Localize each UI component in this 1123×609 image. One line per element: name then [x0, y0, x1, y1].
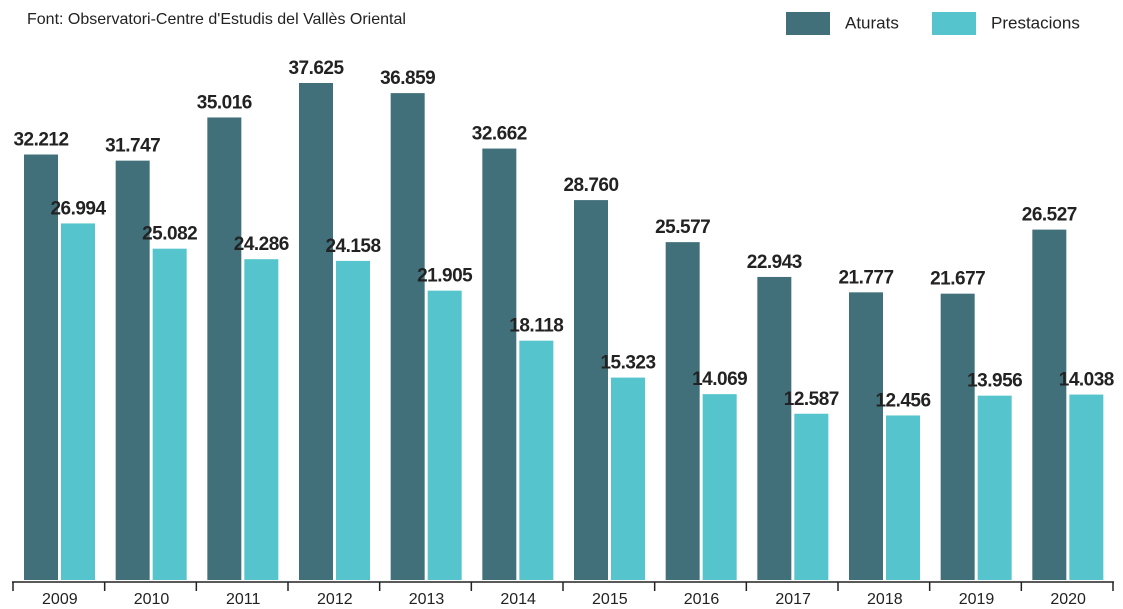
- value-label: 18.118: [509, 316, 563, 337]
- legend-label: Aturats: [845, 13, 899, 32]
- bar: [1032, 229, 1067, 580]
- bar: [24, 154, 58, 580]
- x-tick-label: 2013: [409, 591, 445, 608]
- value-label: 31.747: [105, 136, 160, 157]
- bar: [390, 93, 425, 581]
- x-tick-label: 2016: [684, 591, 720, 608]
- bar: [336, 260, 370, 580]
- bar: [977, 395, 1012, 580]
- value-label: 15.323: [600, 353, 655, 374]
- x-tick-label: 2014: [500, 591, 536, 608]
- x-tick-label: 2017: [775, 591, 811, 608]
- bar: [115, 160, 150, 580]
- bar: [940, 293, 975, 580]
- value-label: 24.158: [325, 236, 380, 257]
- value-label: 22.943: [747, 252, 802, 273]
- value-label: 26.994: [50, 198, 106, 219]
- bar: [427, 290, 462, 580]
- bar: [757, 276, 792, 580]
- bar: [61, 223, 95, 580]
- value-label: 14.069: [692, 369, 747, 390]
- x-tick-label: 2011: [226, 591, 261, 608]
- bar: [794, 413, 829, 580]
- bar: [886, 415, 920, 580]
- value-label: 32.212: [13, 130, 68, 151]
- value-label: 21.905: [417, 266, 473, 287]
- value-label: 13.956: [967, 371, 1022, 392]
- x-tick-label: 2019: [959, 591, 995, 608]
- bar: [299, 83, 333, 580]
- x-tick-label: 2009: [42, 591, 78, 608]
- value-label: 14.038: [1059, 370, 1114, 391]
- bar: [482, 148, 517, 580]
- bar: [519, 340, 554, 580]
- x-tick-label: 2020: [1050, 591, 1086, 608]
- value-label: 25.082: [142, 224, 197, 245]
- value-label: 37.625: [288, 58, 344, 79]
- bar: [574, 200, 608, 580]
- x-tick-label: 2018: [867, 591, 903, 608]
- value-label: 12.456: [875, 390, 930, 411]
- value-label: 28.760: [563, 175, 618, 196]
- value-label: 21.677: [930, 269, 985, 290]
- value-label: 24.286: [234, 234, 289, 255]
- bar: [207, 117, 242, 580]
- bar: [1069, 394, 1104, 580]
- value-label: 32.662: [472, 124, 527, 145]
- x-tick-label: 2012: [317, 591, 353, 608]
- bar: [152, 248, 187, 581]
- value-label: 12.587: [784, 389, 839, 410]
- legend-swatch: [932, 12, 976, 35]
- bar: [611, 377, 645, 580]
- source: Font: Observatori-Centre d'Estudis del V…: [27, 11, 406, 28]
- value-label: 21.777: [838, 267, 893, 288]
- bar: [849, 292, 883, 580]
- value-label: 25.577: [655, 217, 710, 238]
- x-tick-label: 2010: [134, 591, 170, 608]
- bar: [244, 259, 279, 580]
- value-label: 36.859: [380, 68, 435, 89]
- legend-label: Prestacions: [991, 13, 1080, 32]
- value-label: 26.527: [1022, 205, 1077, 226]
- x-tick-label: 2015: [592, 591, 628, 608]
- bar: [665, 242, 700, 580]
- bar: [702, 394, 737, 580]
- value-label: 35.016: [197, 92, 252, 113]
- legend-swatch: [786, 12, 830, 35]
